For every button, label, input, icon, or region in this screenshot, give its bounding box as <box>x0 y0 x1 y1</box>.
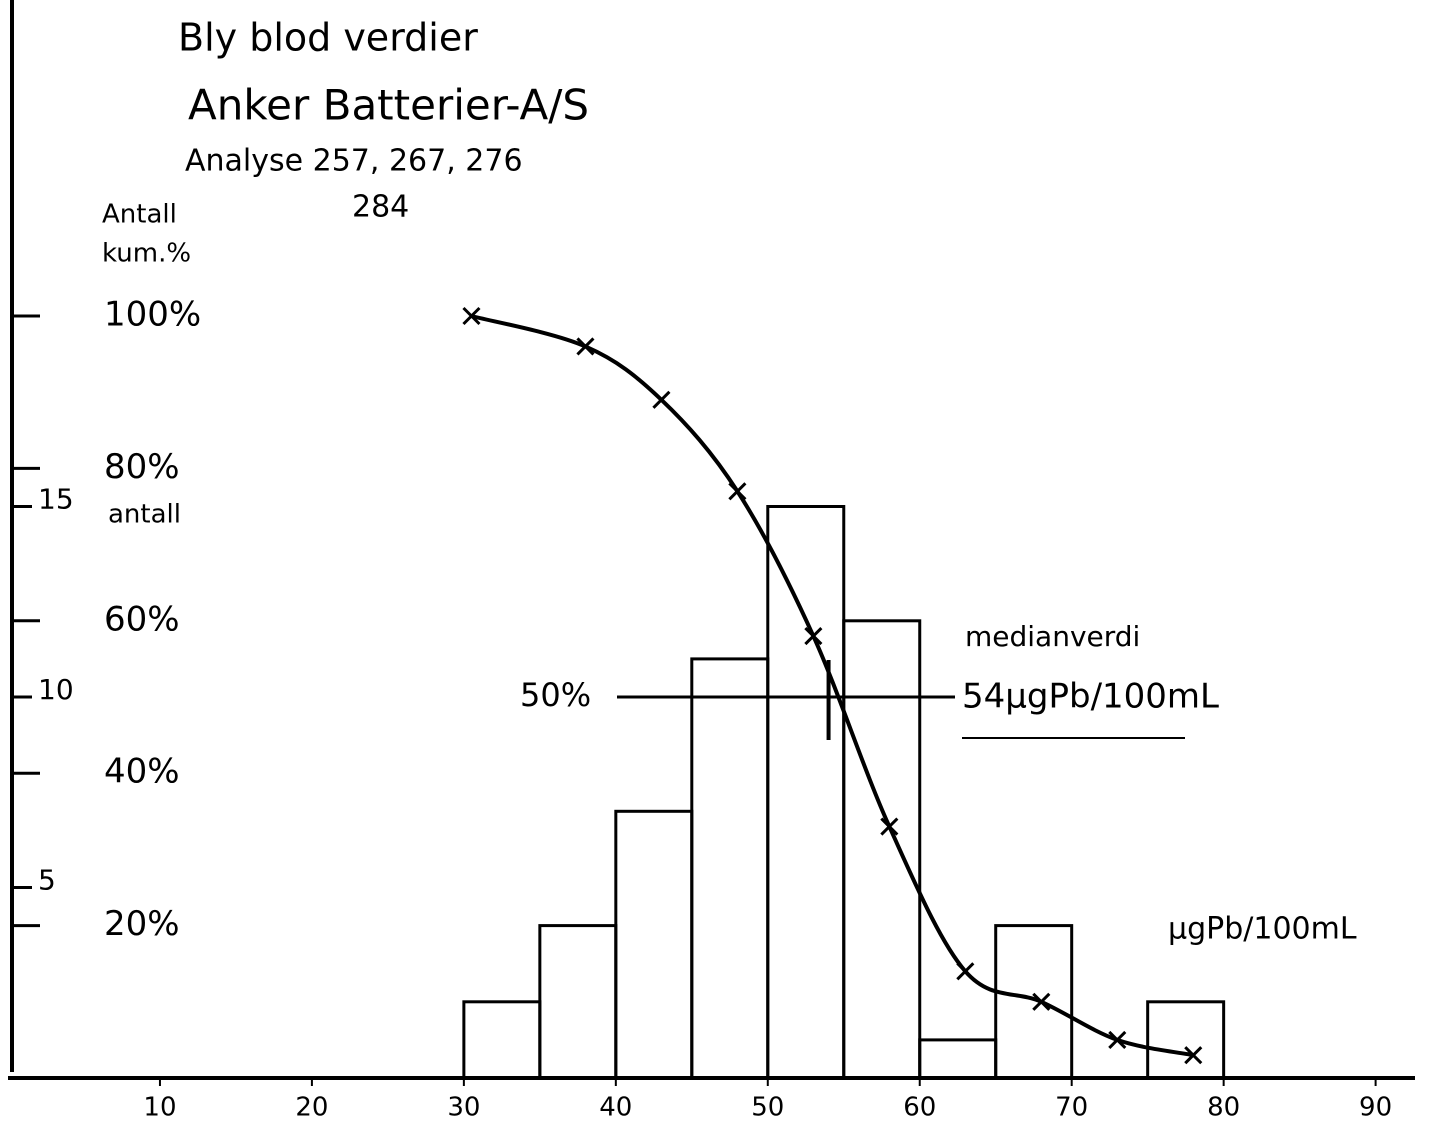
cumulative-marker <box>805 628 821 644</box>
cumulative-marker <box>957 963 973 979</box>
reference-label: 50% <box>520 676 591 714</box>
y-tick-label: 10 <box>38 673 74 706</box>
cumulative-marker <box>881 819 897 835</box>
y-tick-label: 15 <box>38 483 74 516</box>
analysis-note: 284 <box>352 190 409 225</box>
y2-tick-label: 80% <box>104 447 180 487</box>
bar <box>844 621 920 1078</box>
y-axis-label: antall <box>108 500 181 530</box>
bar <box>920 1040 996 1078</box>
x-tick-label: 50 <box>751 1093 784 1123</box>
y2-tick-label: 60% <box>104 599 180 639</box>
y2-tick-label: 100% <box>104 295 201 335</box>
bar <box>1148 1002 1224 1078</box>
bar <box>540 926 616 1078</box>
chart-title: Bly blod verdier <box>178 16 478 60</box>
x-tick-label: 90 <box>1359 1093 1392 1123</box>
y2-tick-label: 40% <box>104 752 180 792</box>
x-tick-label: 20 <box>295 1093 328 1123</box>
bar <box>768 507 844 1079</box>
bar <box>996 926 1072 1078</box>
x-tick-label: 80 <box>1207 1093 1240 1123</box>
cumulative-marker <box>1033 994 1049 1010</box>
cumulative-marker <box>729 483 745 499</box>
x-tick-label: 30 <box>447 1093 480 1123</box>
bar <box>692 659 768 1078</box>
cumulative-marker <box>577 338 593 354</box>
y-axis-title: Antall <box>102 200 177 230</box>
y2-tick-label: 20% <box>104 904 180 944</box>
x-tick-label: 10 <box>143 1093 176 1123</box>
bar <box>464 1002 540 1078</box>
x-tick-label: 40 <box>599 1093 632 1123</box>
bar <box>616 811 692 1078</box>
x-tick-label: 60 <box>903 1093 936 1123</box>
chart-subtitle: Anker Batterier-A/S <box>188 81 589 130</box>
y-tick-label: 5 <box>38 864 56 897</box>
x-tick-label: 70 <box>1055 1093 1088 1123</box>
x-axis-label: µgPb/100mL <box>1168 912 1357 947</box>
y2-axis-title: kum.% <box>102 239 191 269</box>
median-title: medianverdi <box>965 620 1140 653</box>
median-value: 54µgPb/100mL <box>962 677 1219 717</box>
chart: Bly blod verdier Anker Batterier-A/S Ana… <box>0 0 1431 1130</box>
analysis-note: Analyse 257, 267, 276 <box>185 144 523 179</box>
cumulative-marker <box>653 392 669 408</box>
